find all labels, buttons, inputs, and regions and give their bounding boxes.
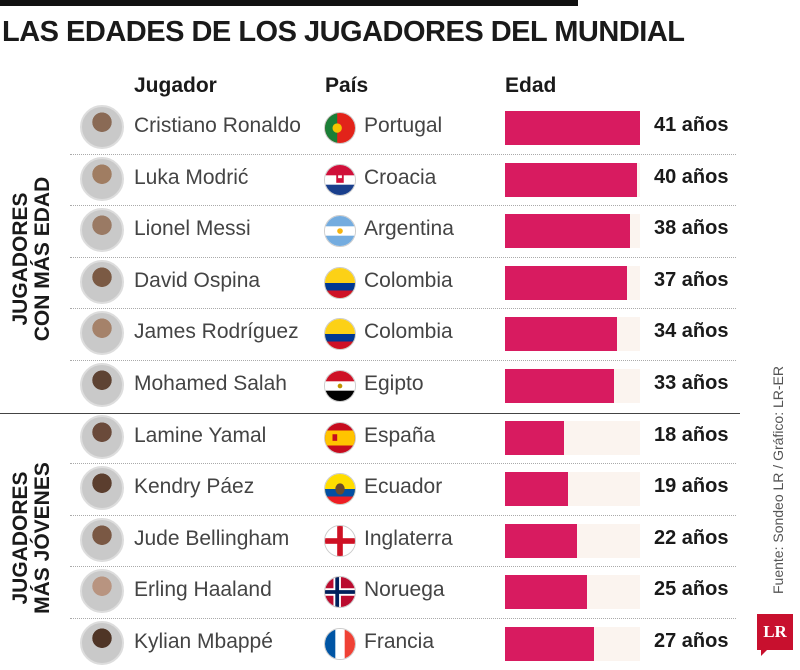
player-name: Lamine Yamal <box>134 423 267 447</box>
row-separator <box>70 308 736 310</box>
row-separator <box>70 360 736 361</box>
croatia-flag-icon <box>324 163 356 196</box>
age-label: 27 años <box>654 630 729 652</box>
player-avatar <box>80 311 124 356</box>
age-bar <box>505 523 578 558</box>
player-avatar <box>80 105 124 149</box>
country-name: Francia <box>364 630 435 653</box>
table-row: Mohamed Salah Egipto 33 años <box>0 360 740 412</box>
country-name: Croacia <box>364 165 437 189</box>
argentina-flag-icon <box>324 215 356 248</box>
player-name: David Ospina <box>134 268 261 292</box>
colombia-flag-icon <box>324 266 356 299</box>
table-row: Lamine Yamal España 18 años <box>0 412 740 464</box>
portugal-flag-icon <box>324 112 356 144</box>
country-name: Argentina <box>364 217 454 241</box>
ecuador-flag-icon <box>324 473 356 506</box>
row-separator <box>70 463 736 465</box>
player-name: Cristiano Ronaldo <box>134 114 301 137</box>
header-age: Edad <box>505 74 557 97</box>
country-name: Ecuador <box>364 475 443 499</box>
table-row: Erling Haaland Noruega 25 años <box>0 566 740 618</box>
chart-title: LAS EDADES DE LOS JUGADORES DEL MUNDIAL <box>2 16 685 48</box>
age-bar <box>505 317 617 352</box>
header-country: País <box>325 74 369 97</box>
age-label: 33 años <box>654 372 729 394</box>
table-row: Kylian Mbappé Francia 27 años <box>0 618 740 670</box>
row-separator <box>70 566 736 568</box>
age-bar <box>505 111 640 145</box>
row-separator <box>70 618 736 619</box>
player-name: Luka Modrić <box>134 165 249 189</box>
age-label: 18 años <box>654 423 729 446</box>
player-name: James Rodríguez <box>134 320 299 344</box>
player-avatar <box>80 621 124 665</box>
top-rule <box>0 0 578 6</box>
age-label: 38 años <box>654 217 729 240</box>
norway-flag-icon <box>324 576 356 609</box>
age-label: 25 años <box>654 578 729 601</box>
player-avatar <box>80 414 124 459</box>
country-name: Colombia <box>364 268 453 292</box>
country-name: España <box>364 423 436 447</box>
table-row: James Rodríguez Colombia 34 años <box>0 308 740 360</box>
table-row: Kendry Páez Ecuador 19 años <box>0 463 740 515</box>
spain-flag-icon <box>324 421 356 454</box>
egypt-flag-icon <box>324 370 356 402</box>
country-name: Noruega <box>364 578 445 602</box>
country-name: Inglaterra <box>364 526 453 550</box>
player-name: Mohamed Salah <box>134 372 287 395</box>
player-avatar <box>80 259 124 304</box>
player-avatar <box>80 208 124 253</box>
age-bar <box>505 265 627 300</box>
age-bar <box>505 472 568 507</box>
player-avatar <box>80 363 124 407</box>
row-separator <box>70 256 736 258</box>
country-name: Colombia <box>364 320 453 344</box>
age-bar <box>505 420 565 455</box>
country-name: Portugal <box>364 114 443 137</box>
age-bar <box>505 627 594 661</box>
age-label: 40 años <box>654 165 729 188</box>
row-separator <box>70 205 736 207</box>
row-separator <box>70 514 736 516</box>
group-divider <box>0 413 740 414</box>
table-row: David Ospina Colombia 37 años <box>0 257 740 309</box>
header-player: Jugador <box>134 74 217 97</box>
player-name: Kylian Mbappé <box>134 630 273 653</box>
age-label: 34 años <box>654 320 729 343</box>
player-avatar <box>80 517 124 562</box>
age-label: 19 años <box>654 475 729 498</box>
age-label: 37 años <box>654 268 729 291</box>
player-name: Kendry Páez <box>134 475 255 499</box>
source-credit: Fuente: Sondeo LR / Gráfico: LR-ER <box>770 366 786 594</box>
age-label: 22 años <box>654 526 729 549</box>
player-name: Erling Haaland <box>134 578 272 602</box>
colombia-flag-icon <box>324 318 356 351</box>
table-row: Luka Modrić Croacia 40 años <box>0 154 740 206</box>
age-bar <box>505 162 637 197</box>
france-flag-icon <box>324 628 356 660</box>
age-bar <box>505 369 614 403</box>
player-avatar <box>80 466 124 511</box>
player-name: Jude Bellingham <box>134 526 290 550</box>
row-separator <box>70 153 736 155</box>
country-name: Egipto <box>364 372 424 395</box>
age-bar <box>505 214 631 249</box>
player-avatar <box>80 569 124 614</box>
age-bar <box>505 575 588 610</box>
player-avatar <box>80 156 124 201</box>
table-row: Cristiano Ronaldo Portugal 41 años <box>0 102 740 154</box>
table-row: Jude Bellingham Inglaterra 22 años <box>0 515 740 567</box>
table-row: Lionel Messi Argentina 38 años <box>0 205 740 257</box>
england-flag-icon <box>324 524 356 557</box>
age-label: 41 años <box>654 114 729 136</box>
player-name: Lionel Messi <box>134 217 251 241</box>
lr-logo: LR <box>757 614 793 656</box>
